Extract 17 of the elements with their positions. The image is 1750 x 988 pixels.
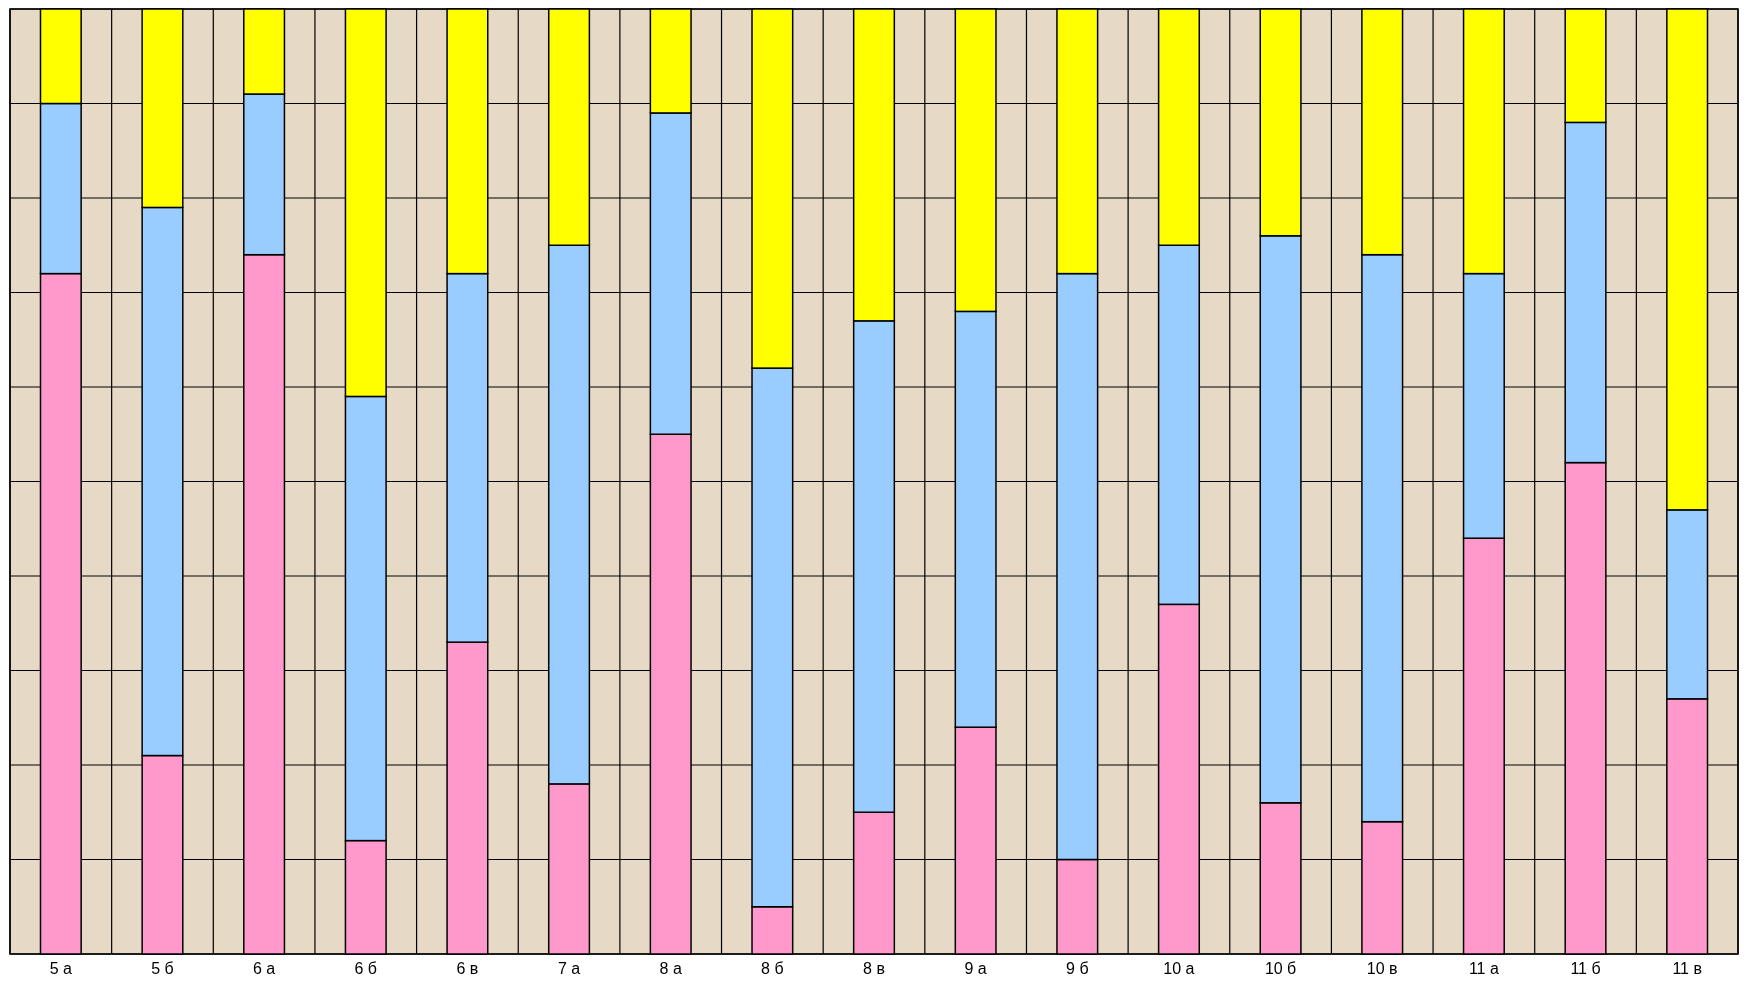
- x-tick-label: 11 б: [1570, 960, 1601, 977]
- x-tick-label: 6 б: [354, 960, 378, 977]
- x-tick-label: 11 в: [1672, 960, 1702, 977]
- x-tick-label: 5 а: [49, 960, 73, 977]
- x-tick-label: 5 б: [151, 960, 174, 977]
- x-tick-label: 10 в: [1366, 960, 1398, 977]
- x-tick-label: 6 в: [456, 960, 479, 977]
- x-tick-label: 8 в: [863, 960, 885, 977]
- x-tick-label: 7 а: [557, 960, 581, 977]
- x-tick-label: 9 а: [964, 960, 987, 977]
- x-tick-label: 6 а: [252, 960, 276, 977]
- x-tick-label: 11 а: [1468, 960, 1499, 977]
- x-tick-label: 10 б: [1264, 960, 1297, 977]
- x-tick-label: 9 б: [1066, 960, 1089, 977]
- x-tick-label: 8 а: [659, 960, 682, 977]
- x-tick-label: 8 б: [761, 960, 784, 977]
- x-tick-label: 10 а: [1163, 960, 1195, 977]
